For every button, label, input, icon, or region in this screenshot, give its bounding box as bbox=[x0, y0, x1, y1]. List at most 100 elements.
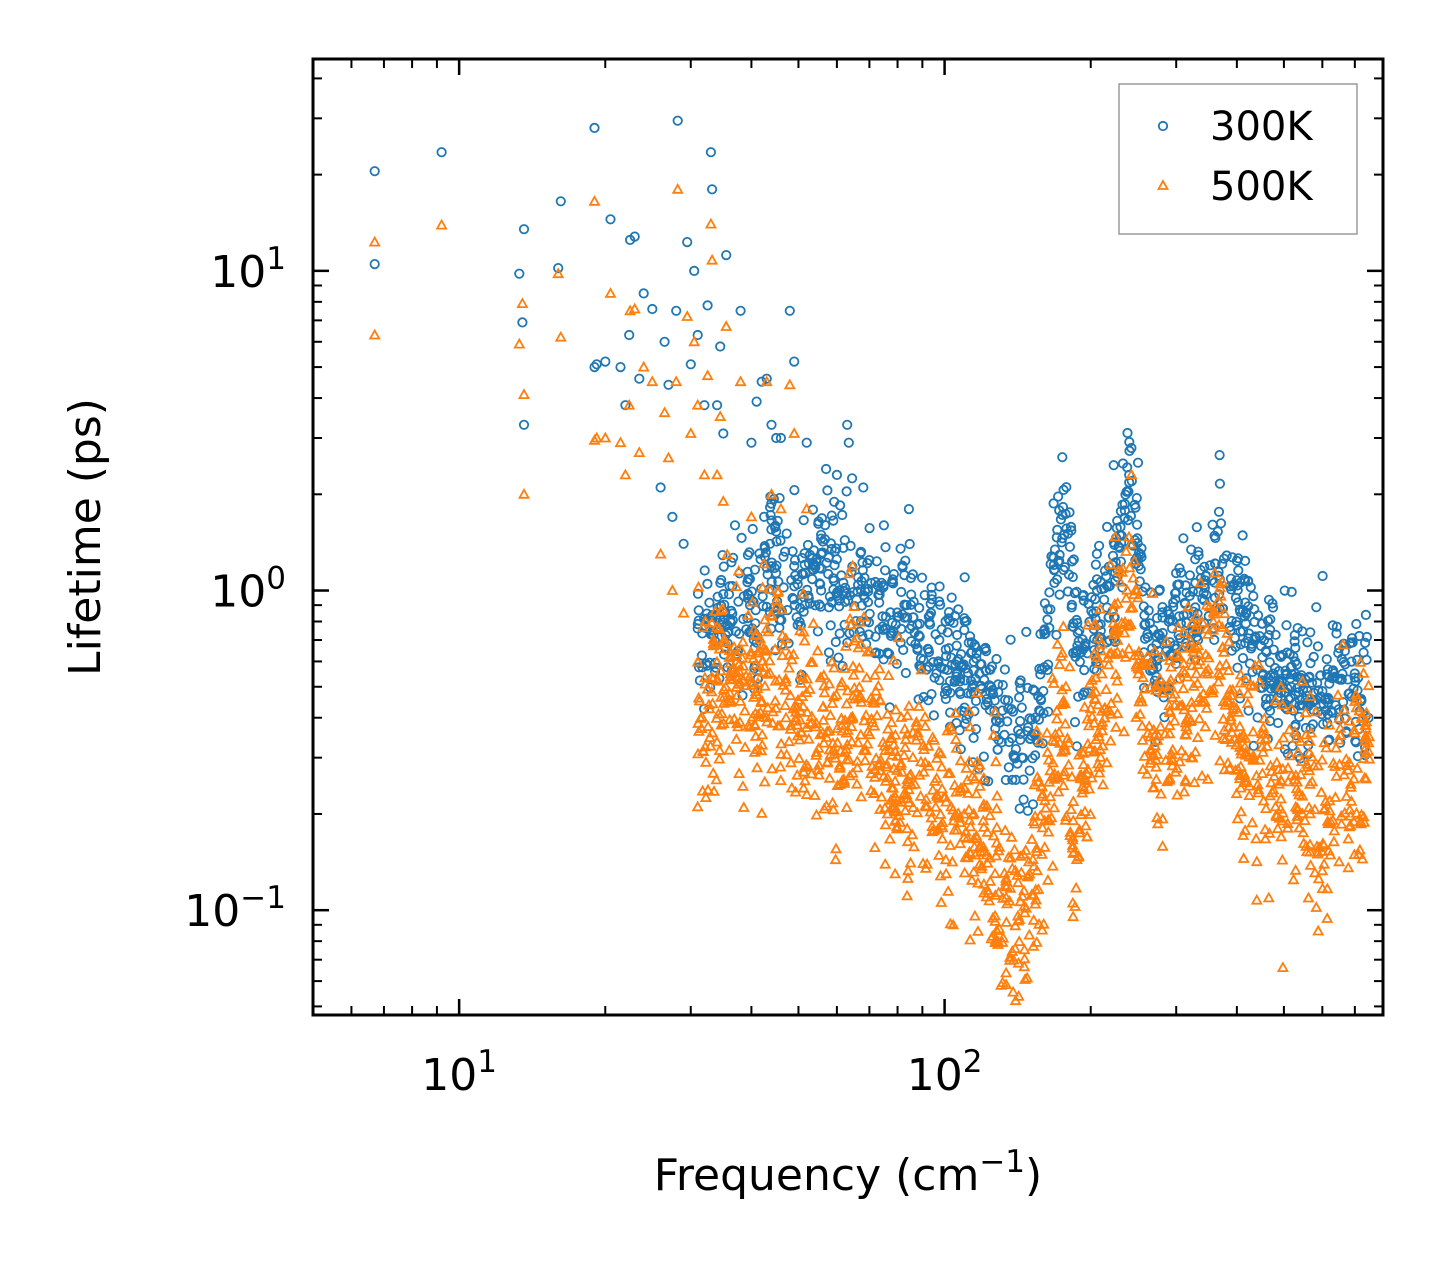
point-300k-300 bbox=[1180, 580, 1191, 591]
point-300k-788 bbox=[1003, 762, 1014, 773]
point-300k-1245 bbox=[1018, 774, 1029, 785]
point-500k-1158 bbox=[1276, 961, 1289, 972]
point-500k-439 bbox=[707, 766, 720, 778]
point-500k-577 bbox=[1275, 775, 1288, 786]
point-500k-1273 bbox=[749, 629, 762, 641]
point-500k-1393 bbox=[1057, 620, 1070, 631]
point-300k-124 bbox=[1176, 567, 1187, 578]
point-500k-1469 bbox=[1196, 696, 1209, 707]
point-300k-1185 bbox=[1142, 632, 1153, 643]
point-300k-933 bbox=[841, 588, 852, 599]
point-300k-794 bbox=[1360, 637, 1371, 649]
point-500k-921 bbox=[842, 753, 856, 765]
point-500k-736 bbox=[1154, 787, 1168, 799]
point-500k-1424 bbox=[1131, 584, 1144, 596]
point-500k-598 bbox=[1323, 718, 1336, 730]
point-500k-892 bbox=[1256, 746, 1270, 757]
point-300k-561 bbox=[1037, 738, 1048, 749]
point-300k-407 bbox=[1091, 548, 1103, 560]
point-500k-909 bbox=[992, 886, 1005, 898]
point-300k-1336 bbox=[706, 184, 718, 195]
point-300k-287 bbox=[1048, 498, 1059, 509]
point-500k-1400 bbox=[710, 655, 724, 667]
point-300k-1323 bbox=[659, 336, 670, 347]
point-500k-328 bbox=[1043, 775, 1056, 787]
point-500k-413 bbox=[1237, 829, 1250, 840]
point-300k-1080 bbox=[1214, 449, 1225, 461]
point-500k-1040 bbox=[818, 686, 831, 698]
point-500k-1355 bbox=[766, 609, 779, 621]
point-500k-1087 bbox=[1096, 716, 1109, 727]
point-300k-31 bbox=[1090, 559, 1102, 570]
point-500k-853 bbox=[1297, 837, 1310, 848]
point-500k-951 bbox=[1359, 734, 1372, 746]
point-500k-1239 bbox=[1079, 819, 1092, 831]
point-500k-865 bbox=[1154, 720, 1167, 732]
point-500k-1353 bbox=[823, 724, 836, 736]
point-500k-915 bbox=[763, 583, 776, 594]
point-300k-1342 bbox=[735, 305, 746, 316]
point-300k-248 bbox=[1157, 607, 1168, 618]
point-500k-1214 bbox=[1272, 763, 1285, 775]
point-500k-1153 bbox=[1086, 673, 1099, 685]
point-300k-1353 bbox=[820, 463, 832, 475]
point-500k-1262 bbox=[740, 679, 753, 691]
point-300k-1200 bbox=[946, 652, 957, 663]
point-500k-697 bbox=[940, 867, 953, 879]
point-300k-949 bbox=[1051, 629, 1062, 641]
point-300k-607 bbox=[1058, 484, 1069, 495]
point-500k-996 bbox=[1257, 721, 1270, 733]
point-500k-55 bbox=[858, 714, 871, 726]
point-300k-1043 bbox=[1295, 753, 1306, 764]
point-500k-1118 bbox=[900, 788, 913, 799]
point-500k-1319 bbox=[925, 811, 938, 823]
point-500k-9 bbox=[990, 802, 1003, 814]
point-500k-1201 bbox=[993, 840, 1006, 852]
point-300k-1351 bbox=[789, 356, 800, 367]
point-300k-980 bbox=[1195, 564, 1206, 576]
point-500k-1321 bbox=[719, 680, 732, 692]
point-300k-694 bbox=[1079, 664, 1090, 676]
point-500k-986 bbox=[736, 651, 749, 663]
point-500k-119 bbox=[961, 832, 974, 843]
point-500k-878 bbox=[883, 742, 896, 754]
point-500k-863 bbox=[887, 738, 900, 750]
point-500k-494 bbox=[763, 654, 776, 666]
point-300k-508 bbox=[991, 653, 1002, 665]
point-300k-1306 bbox=[518, 419, 530, 430]
point-500k-1520 bbox=[637, 360, 650, 372]
point-500k-1373 bbox=[1302, 891, 1315, 903]
point-500k-661 bbox=[835, 676, 848, 687]
point-500k-1334 bbox=[1059, 743, 1072, 755]
point-500k-1253 bbox=[1306, 775, 1319, 787]
point-500k-910 bbox=[1343, 714, 1356, 726]
point-500k-341 bbox=[1357, 667, 1370, 678]
point-500k-1339 bbox=[1108, 648, 1121, 659]
point-500k-979 bbox=[1213, 577, 1226, 589]
point-300k-1338 bbox=[715, 341, 726, 352]
point-500k-1495 bbox=[1291, 813, 1304, 825]
point-500k-316 bbox=[699, 791, 712, 802]
point-500k-1431 bbox=[723, 686, 736, 698]
point-500k-1494 bbox=[709, 638, 722, 650]
point-500k-1227 bbox=[1347, 772, 1360, 784]
point-500k-417 bbox=[773, 673, 786, 685]
point-300k-653 bbox=[1173, 579, 1185, 590]
point-500k-943 bbox=[936, 832, 949, 844]
x-tick-labels: 101 102 bbox=[421, 1044, 982, 1101]
point-300k-1269 bbox=[985, 686, 996, 698]
point-300k-1334 bbox=[702, 300, 713, 311]
point-500k-418 bbox=[1209, 729, 1222, 740]
point-500k-211 bbox=[691, 800, 704, 812]
point-500k-1037 bbox=[934, 869, 947, 881]
point-300k-615 bbox=[1055, 514, 1067, 525]
point-300k-863 bbox=[987, 689, 999, 700]
point-500k-1434 bbox=[1288, 725, 1301, 737]
point-500k-113 bbox=[1287, 873, 1300, 885]
point-500k-1545 bbox=[774, 502, 787, 514]
point-300k-1350 bbox=[784, 305, 795, 316]
point-300k-1354 bbox=[831, 469, 843, 480]
point-500k-665 bbox=[873, 662, 886, 674]
point-500k-1091 bbox=[846, 660, 860, 671]
point-500k-1028 bbox=[1007, 953, 1020, 965]
